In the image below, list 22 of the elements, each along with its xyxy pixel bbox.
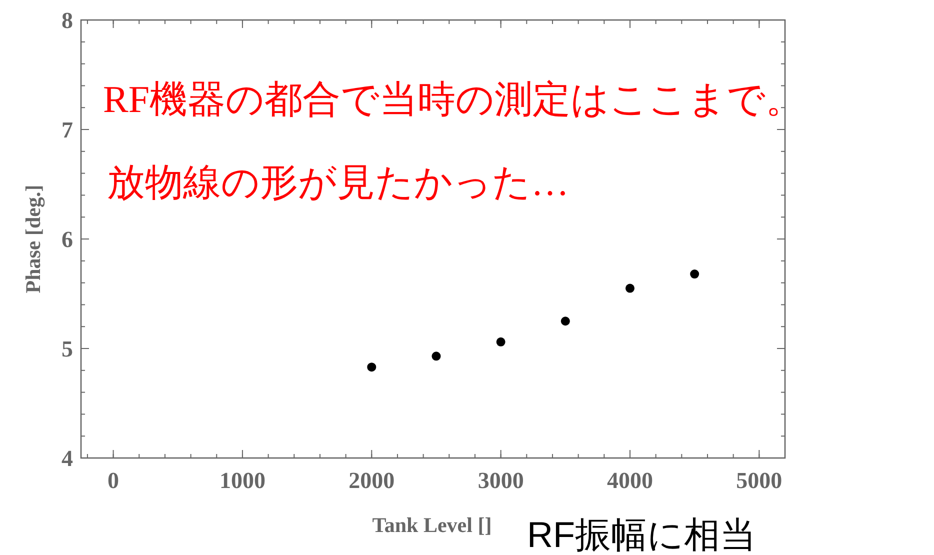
y-tick-label: 8 <box>62 8 73 33</box>
x-axis-title: Tank Level [] <box>372 513 492 537</box>
y-tick-label: 5 <box>62 336 73 362</box>
annotation: RF機器の都合で当時の測定はここまで。 <box>103 79 804 121</box>
text: RF振幅に相当 <box>527 514 756 555</box>
y-tick-label: 6 <box>62 227 73 252</box>
x-tick-label: 0 <box>108 468 120 493</box>
point <box>625 284 634 293</box>
y-axis-title: Phase [deg.] <box>21 184 45 294</box>
point <box>367 362 376 372</box>
y-tick-label: 4 <box>62 446 74 471</box>
x-tick-label: 4000 <box>606 468 653 493</box>
x-tick-label: 1000 <box>219 468 266 493</box>
x-tick-label: 3000 <box>478 468 524 493</box>
point <box>432 352 441 361</box>
x-tick-label: 5000 <box>736 468 782 493</box>
x-tick-label: 2000 <box>348 468 395 493</box>
point <box>496 337 506 346</box>
annotation: 放物線の形が見たかった… <box>107 162 569 204</box>
point <box>560 316 570 326</box>
point <box>690 270 700 279</box>
y-tick-label: 7 <box>62 118 73 142</box>
